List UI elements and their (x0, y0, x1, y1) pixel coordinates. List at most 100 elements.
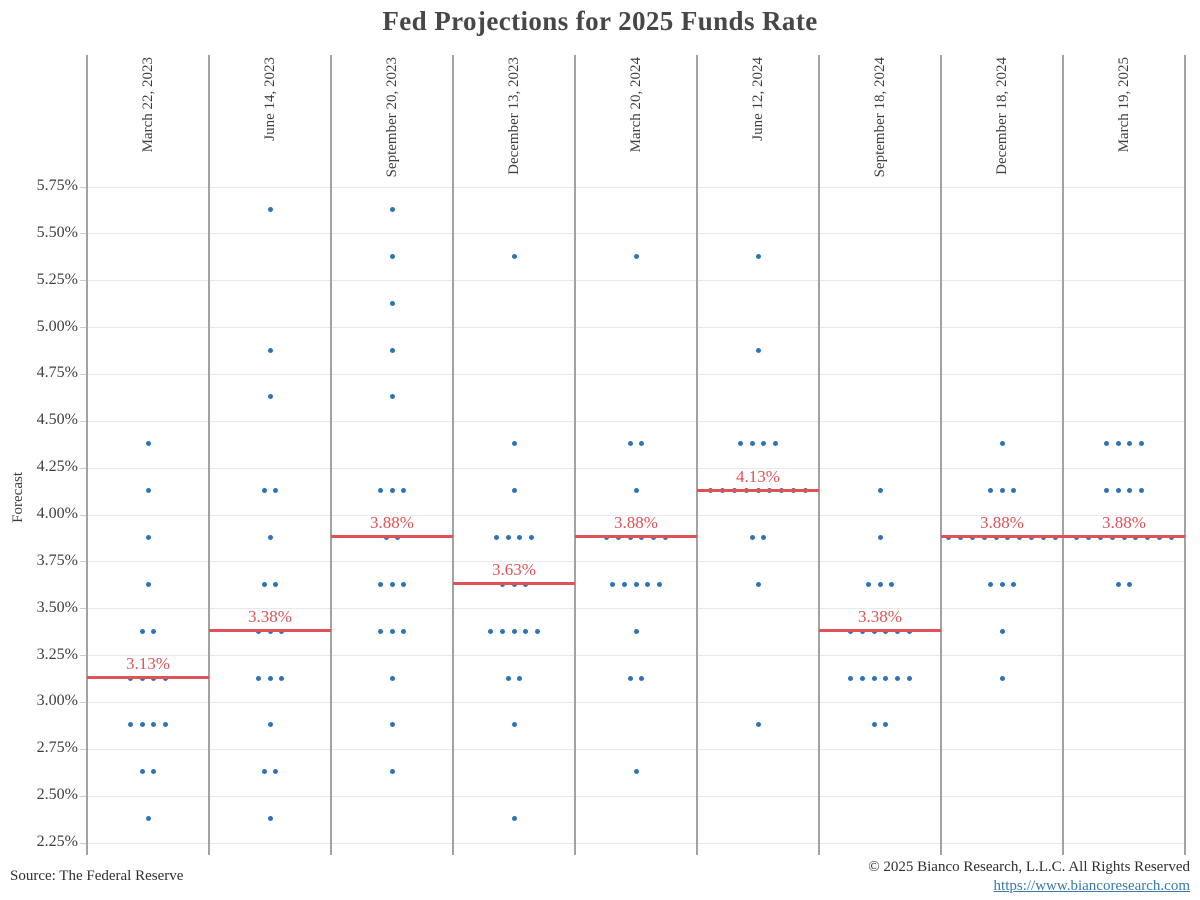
projection-dot (505, 534, 511, 540)
projection-dot (151, 722, 157, 728)
projection-dot (749, 534, 755, 540)
median-label: 4.13% (736, 466, 780, 486)
projection-dot (761, 441, 767, 447)
projection-dot (627, 441, 633, 447)
projection-dot (389, 300, 395, 306)
projection-dot (487, 628, 493, 634)
projection-dot (987, 581, 993, 587)
y-tick-mark (80, 842, 87, 844)
projection-dot (511, 816, 517, 822)
column-separator (330, 55, 332, 855)
projection-dot (895, 675, 901, 681)
y-tick-mark (80, 701, 87, 703)
gridline (87, 561, 1185, 563)
projection-dot (511, 722, 517, 728)
median-label: 3.13% (126, 654, 170, 674)
projection-dot (627, 675, 633, 681)
projection-dot (145, 534, 151, 540)
projection-dot (609, 581, 615, 587)
y-tick-mark (80, 608, 87, 610)
projection-dot (511, 253, 517, 259)
company-link[interactable]: https://www.biancoresearch.com (993, 878, 1190, 894)
gridline (87, 186, 1185, 188)
projection-dot (389, 769, 395, 775)
y-tick-label: 3.25% (36, 645, 78, 663)
median-line (331, 535, 453, 539)
projection-dot (145, 581, 151, 587)
projection-dot (145, 441, 151, 447)
gridline (87, 655, 1185, 657)
meeting-date-label: March 22, 2023 (140, 57, 156, 153)
projection-dot (1139, 441, 1145, 447)
projection-dot (883, 675, 889, 681)
gridline (87, 420, 1185, 422)
source-note: Source: The Federal Reserve (10, 868, 184, 884)
projection-dot (1115, 488, 1121, 494)
projection-dot (273, 581, 279, 587)
median-label: 3.38% (858, 607, 902, 627)
projection-dot (523, 628, 529, 634)
y-tick-label: 2.50% (36, 786, 78, 804)
projection-dot (1115, 581, 1121, 587)
projection-dot (999, 441, 1005, 447)
projection-dot (139, 628, 145, 634)
projection-dot (267, 816, 273, 822)
y-tick-label: 3.50% (36, 598, 78, 616)
y-tick-mark (80, 748, 87, 750)
median-label: 3.88% (614, 513, 658, 533)
projection-dot (267, 722, 273, 728)
y-tick-label: 5.25% (36, 270, 78, 288)
column-separator (818, 55, 820, 855)
projection-dot (987, 488, 993, 494)
projection-dot (267, 347, 273, 353)
column-separator (696, 55, 698, 855)
gridline (87, 373, 1185, 375)
projection-dot (139, 722, 145, 728)
projection-dot (999, 581, 1005, 587)
projection-dot (1011, 488, 1017, 494)
projection-dot (1127, 488, 1133, 494)
gridline (87, 842, 1185, 844)
projection-dot (511, 628, 517, 634)
projection-dot (871, 675, 877, 681)
median-line (697, 488, 819, 492)
y-tick-mark (80, 655, 87, 657)
projection-dot (749, 441, 755, 447)
projection-dot (127, 722, 133, 728)
projection-dot (1127, 441, 1133, 447)
projection-dot (907, 675, 912, 681)
projection-dot (621, 581, 627, 587)
projection-dot (761, 534, 767, 540)
meeting-date-label: June 14, 2023 (262, 57, 278, 141)
column-separator (452, 55, 454, 855)
projection-dot (389, 488, 395, 494)
projection-dot (273, 488, 279, 494)
projection-dot (755, 581, 761, 587)
projection-dot (377, 488, 383, 494)
gridline (87, 608, 1185, 610)
projection-dot (511, 441, 517, 447)
median-line (453, 582, 575, 586)
y-tick-mark (80, 280, 87, 282)
projection-dot (377, 581, 383, 587)
projection-dot (1139, 488, 1145, 494)
projection-dot (639, 441, 645, 447)
y-tick-label: 5.50% (36, 223, 78, 241)
median-label: 3.88% (370, 513, 414, 533)
gridline (87, 327, 1185, 329)
projection-dot (871, 722, 877, 728)
projection-dot (389, 675, 395, 681)
y-tick-label: 5.75% (36, 177, 78, 194)
y-tick-mark (80, 795, 87, 797)
y-tick-label: 2.25% (36, 833, 78, 850)
meeting-date-label: March 19, 2025 (1116, 57, 1132, 153)
projection-dot (151, 769, 157, 775)
projection-dot (883, 722, 889, 728)
column-separator (1062, 55, 1064, 855)
y-tick-mark (80, 420, 87, 422)
projection-dot (389, 722, 395, 728)
projection-dot (1011, 581, 1017, 587)
projection-dot (755, 253, 761, 259)
meeting-date-label: March 20, 2024 (628, 57, 644, 153)
projection-dot (255, 675, 261, 681)
